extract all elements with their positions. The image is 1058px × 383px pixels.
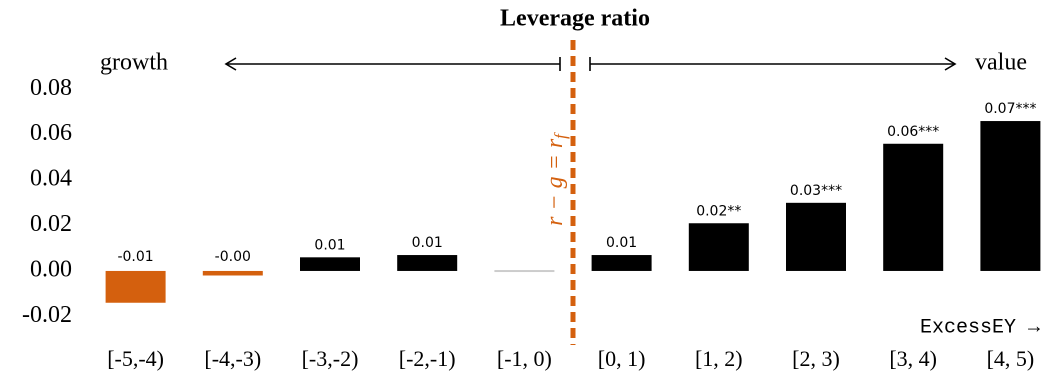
axis-note: ExcessEY → — [920, 316, 1040, 339]
data-label: 0.06*** — [887, 124, 939, 140]
data-label: 0.03*** — [790, 183, 842, 199]
data-label: 0.01 — [606, 235, 637, 251]
data-label: 0.07*** — [984, 101, 1036, 117]
bar — [786, 202, 846, 271]
data-label: 0.02** — [696, 203, 741, 219]
bar — [883, 143, 944, 271]
x-tick-label: [4, 5) — [987, 346, 1035, 371]
x-tick-label: [-3,-2) — [302, 346, 359, 371]
bar — [300, 257, 360, 271]
x-tick-label: [1, 2) — [695, 346, 743, 371]
threshold-subscript: f — [551, 132, 570, 139]
data-label: 0.01 — [412, 235, 443, 251]
x-tick-label: [-1, 0) — [497, 346, 552, 371]
bar — [591, 255, 652, 271]
x-tick-label: [-2,-1) — [399, 346, 456, 371]
bar — [105, 270, 166, 303]
data-label: 0.01 — [314, 237, 345, 253]
x-tick-label: [2, 3) — [792, 346, 840, 371]
value-label: value — [975, 50, 1027, 76]
y-tick-label: 0.06 — [30, 120, 72, 146]
growth-label: growth — [100, 50, 168, 76]
bar — [202, 270, 263, 276]
bar — [397, 255, 458, 271]
x-tick-label: [-5,-4) — [107, 346, 164, 371]
y-tick-label: 0.02 — [30, 211, 72, 237]
bar — [494, 270, 555, 273]
data-label: -0.00 — [215, 249, 251, 265]
x-tick-label: [3, 4) — [889, 346, 937, 371]
y-tick-label: 0.08 — [30, 75, 72, 101]
direction-arrows — [224, 57, 957, 71]
x-tick-label: [0, 1) — [598, 346, 646, 371]
threshold-text: r − g = r — [542, 138, 568, 226]
bar — [688, 223, 749, 271]
threshold-label: r − g = rf — [542, 132, 570, 226]
y-tick-label: -0.02 — [22, 302, 72, 328]
x-tick-label: [-4,-3) — [204, 346, 261, 371]
y-tick-label: 0.04 — [30, 166, 72, 192]
y-tick-label: 0.00 — [30, 256, 72, 282]
bar — [980, 121, 1041, 271]
data-label: -0.01 — [117, 249, 153, 265]
chart-title: Leverage ratio — [500, 6, 650, 32]
